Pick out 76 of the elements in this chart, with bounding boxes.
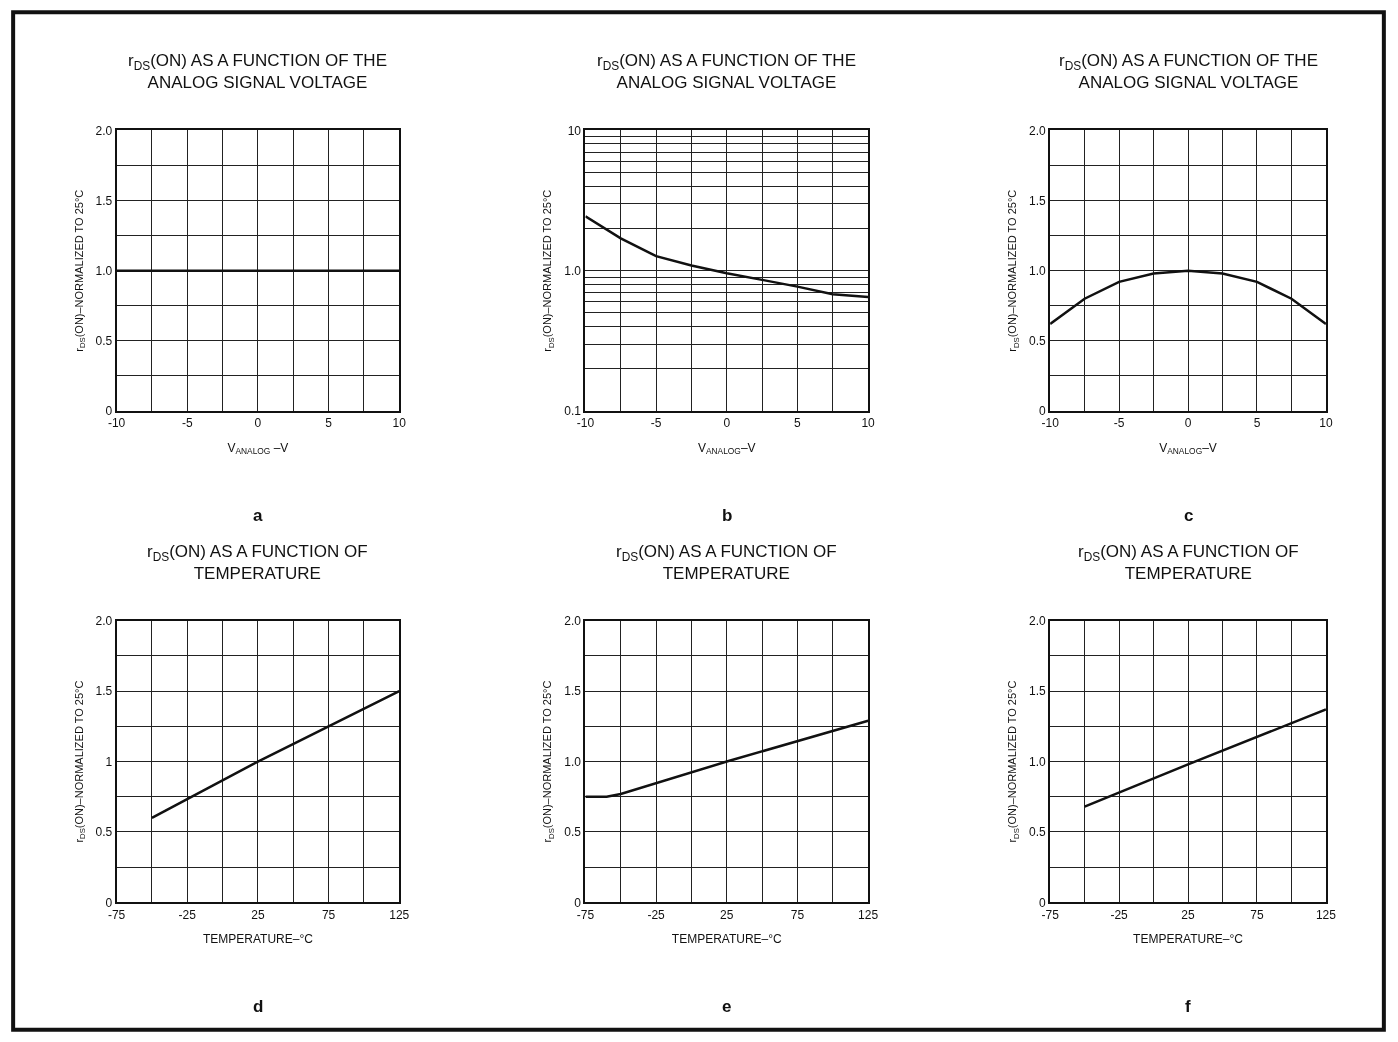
chart-title: r$_{DS}$(ON) AS A FUNCTION OF TEMPERATURE	[1078, 542, 1299, 584]
x-tick-label: -75	[1041, 907, 1060, 922]
y-tick-label: 0	[574, 895, 582, 910]
text: e	[722, 997, 732, 1016]
x-tick-label: -25	[647, 907, 666, 922]
text: f	[1185, 997, 1191, 1016]
y-tick-label: 0.5	[95, 825, 113, 840]
x-tick-label: -25	[1110, 907, 1129, 922]
x-tick-label: -75	[576, 907, 595, 922]
text: a	[253, 506, 263, 525]
y-tick-label: 1.5	[1029, 684, 1047, 699]
y-tick-label: 1.5	[1029, 193, 1047, 208]
y-tick-label: 0.5	[1029, 334, 1047, 349]
x-tick-label: 125	[1315, 907, 1337, 922]
x-tick-label: -25	[178, 907, 197, 922]
x-tick-label: 10	[861, 416, 876, 431]
x-axis-title: V$_{ANALOG}$–V	[1159, 440, 1217, 457]
x-tick-label: 125	[858, 907, 879, 922]
y-tick-label: 1.0	[564, 754, 582, 769]
x-tick-label: 5	[794, 416, 802, 431]
x-tick-label: 0	[1184, 416, 1192, 431]
x-tick-label: 5	[1253, 416, 1261, 431]
x-tick-label: 25	[1181, 907, 1196, 922]
y-tick-label: 0.5	[95, 334, 113, 349]
x-tick-label: -10	[107, 416, 126, 431]
y-tick-label: 0	[105, 404, 113, 419]
y-tick-label: 2.0	[1029, 123, 1047, 138]
x-tick-label: -75	[107, 907, 126, 922]
y-tick-label: 2.0	[564, 613, 582, 628]
chart-title: r$_{DS}$(ON) AS A FUNCTION OF THE ANALOG SIGNAL VOLTAGE	[597, 51, 856, 93]
x-tick-label: 0	[723, 416, 731, 431]
text: b	[722, 506, 733, 525]
y-tick-label: 0.5	[1029, 825, 1047, 840]
x-axis-title: TEMPERATURE–°C	[1133, 932, 1244, 947]
chart-title: r$_{DS}$(ON) AS A FUNCTION OF TEMPERATURE	[147, 542, 368, 584]
x-tick-label: -10	[576, 416, 595, 431]
chart-title: r$_{DS}$(ON) AS A FUNCTION OF THE ANALOG SIGNAL VOLTAGE	[128, 51, 387, 93]
x-tick-label: 75	[1250, 907, 1264, 922]
x-tick-label: 75	[321, 907, 336, 922]
x-tick-label: 25	[720, 907, 734, 922]
x-tick-label: 10	[392, 416, 407, 431]
x-axis-title: TEMPERATURE–°C	[671, 932, 783, 947]
x-tick-label: 0	[254, 416, 262, 431]
y-tick-label: 2.0	[95, 123, 113, 138]
y-tick-label: 1	[105, 754, 113, 769]
text: c	[1184, 506, 1194, 525]
y-tick-label: 10	[567, 123, 582, 138]
y-tick-label: 1.5	[564, 684, 582, 699]
y-tick-label: 0.5	[564, 825, 582, 840]
x-tick-label: 25	[251, 907, 265, 922]
x-axis-title: TEMPERATURE–°C	[202, 932, 314, 947]
y-tick-label: 1.0	[1029, 263, 1047, 278]
y-tick-label: 0	[1039, 404, 1047, 419]
x-axis-title: V$_{ANALOG}$ –V	[227, 440, 289, 457]
y-tick-label: 1.0	[1029, 754, 1047, 769]
y-tick-label: 1.0	[95, 263, 113, 278]
x-tick-label: 10	[1319, 416, 1333, 431]
x-tick-label: 5	[325, 416, 333, 431]
x-tick-label: -5	[650, 416, 662, 431]
y-tick-label: 0	[1039, 895, 1047, 910]
y-tick-label: 2.0	[1029, 613, 1047, 628]
x-tick-label: -5	[1113, 416, 1125, 431]
y-tick-label: 2.0	[95, 613, 113, 628]
y-tick-label: 0	[105, 895, 113, 910]
y-tick-label: 0.1	[564, 404, 582, 419]
x-tick-label: -10	[1041, 416, 1060, 431]
x-tick-label: -5	[181, 416, 193, 431]
x-tick-label: 75	[790, 907, 805, 922]
y-tick-label: 1.5	[95, 684, 113, 699]
y-tick-label: 1.0	[564, 263, 582, 278]
chart-title: r$_{DS}$(ON) AS A FUNCTION OF TEMPERATURE	[616, 542, 837, 584]
text: d	[253, 997, 264, 1016]
x-axis-title: V$_{ANALOG}$–V	[697, 440, 756, 457]
x-tick-label: 125	[389, 907, 410, 922]
chart-title: r$_{DS}$(ON) AS A FUNCTION OF THE ANALOG SIGNAL VOLTAGE	[1059, 51, 1318, 93]
y-tick-label: 1.5	[95, 193, 113, 208]
